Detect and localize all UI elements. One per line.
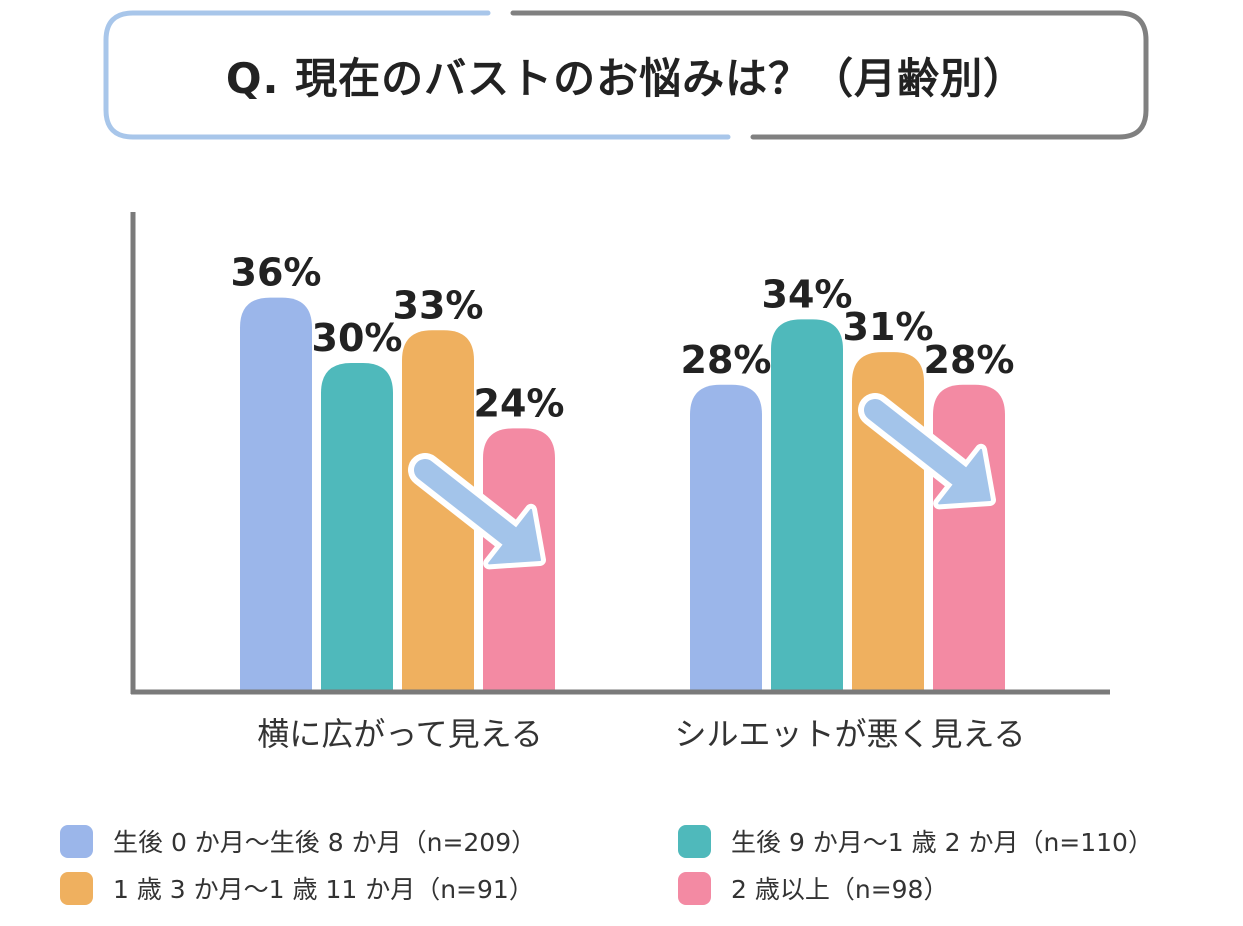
title-frame — [103, 10, 1149, 140]
title-box: Q. 現在のバストのお悩みは？（月齢別） — [103, 10, 1149, 140]
bar-chart: 36%30%33%24%28%34%31%28% 横に広がって見える シルエットが… — [130, 212, 1110, 753]
bar-0-1 — [321, 363, 393, 690]
bar-0-2 — [402, 330, 474, 690]
category-labels: 横に広がって見える シルエットが悪く見える — [257, 715, 1025, 753]
bar-1-1 — [771, 319, 843, 690]
trend-arrow-1 — [858, 393, 996, 510]
legend-swatch-1 — [678, 824, 711, 858]
legend-label-3: 2 歳以上（n=98） — [731, 875, 949, 904]
legend-item-2: 1 歳 3 か月〜1 歳 11 か月（n=91） — [60, 870, 534, 906]
value-label-1-0: 28% — [681, 338, 772, 382]
legend-swatch-2 — [60, 871, 93, 905]
category-label-1: シルエットが悪く見える — [674, 715, 1025, 753]
bar-0-0 — [240, 297, 312, 690]
category-label-0: 横に広がって見える — [257, 715, 542, 753]
bar-1-3 — [933, 384, 1005, 690]
legend-label-0: 生後 0 か月〜生後 8 か月（n=209） — [113, 828, 537, 857]
legend-item-3: 2 歳以上（n=98） — [678, 870, 948, 906]
value-label-0-0: 36% — [231, 251, 322, 295]
trend-arrows — [408, 393, 996, 570]
value-label-1-1: 34% — [762, 272, 853, 316]
legend-swatch-3 — [678, 871, 711, 905]
value-label-1-3: 28% — [924, 338, 1015, 382]
legend-item-0: 生後 0 か月〜生後 8 か月（n=209） — [60, 823, 536, 859]
value-labels: 36%30%33%24%28%34%31%28% — [231, 251, 1015, 426]
value-label-0-2: 33% — [393, 283, 484, 327]
bar-1-0 — [690, 384, 762, 690]
value-label-1-2: 31% — [843, 305, 934, 349]
legend-item-1: 生後 9 か月〜1 歳 2 か月（n=110） — [678, 823, 1153, 859]
legend-label-2: 1 歳 3 か月〜1 歳 11 か月（n=91） — [113, 875, 534, 904]
trend-arrow-0 — [408, 453, 546, 570]
legend-label-1: 生後 9 か月〜1 歳 2 か月（n=110） — [731, 828, 1153, 857]
legend-swatch-0 — [60, 824, 93, 858]
value-label-0-1: 30% — [312, 316, 403, 360]
value-label-0-3: 24% — [474, 381, 565, 425]
chart-title: Q. 現在のバストのお悩みは？（月齢別） — [225, 53, 1027, 103]
